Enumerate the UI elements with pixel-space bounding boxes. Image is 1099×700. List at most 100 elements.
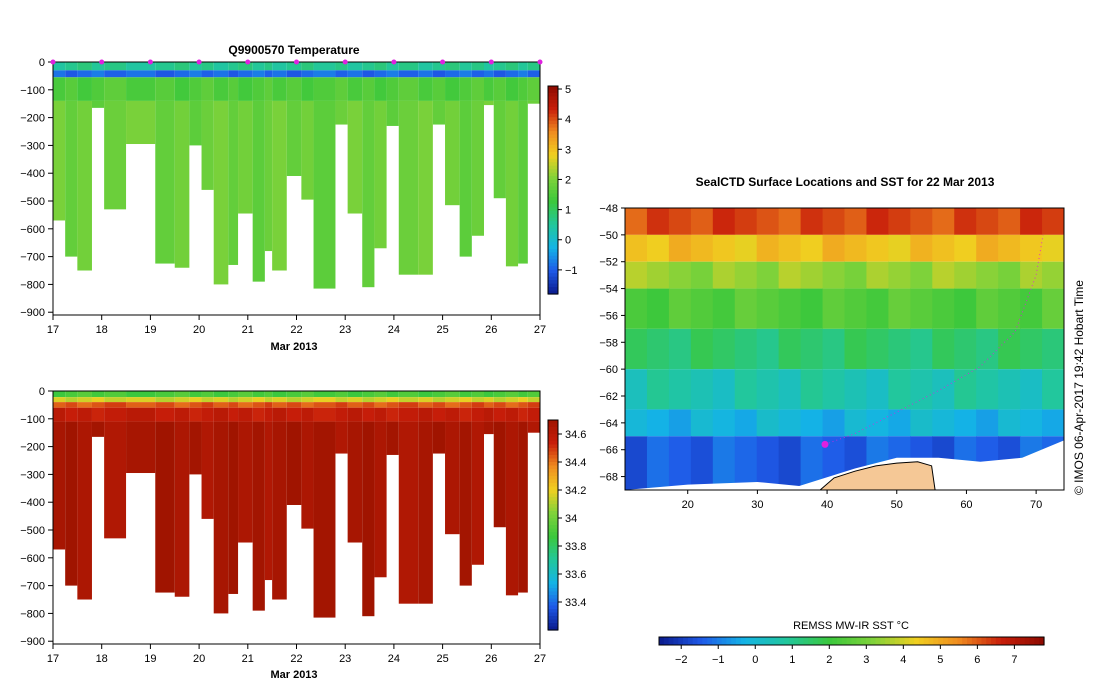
x-tick-label: 22 [290, 653, 302, 665]
sst-cell [932, 261, 955, 289]
colorbar-swatch [548, 507, 558, 512]
colorbar-swatch [548, 262, 558, 267]
sst-cell [690, 288, 714, 329]
x-tick-label: 25 [436, 653, 448, 665]
colorbar-swatch [548, 144, 558, 149]
colorbar-swatch [548, 217, 558, 222]
x-tick-label: 18 [96, 324, 108, 336]
colorbar-tick-label: −1 [712, 654, 725, 666]
sst-cell [844, 288, 867, 329]
colorbar-swatch [548, 287, 558, 292]
profile-cell [518, 100, 528, 264]
profile-cell [483, 100, 494, 106]
profile-cell [518, 421, 528, 593]
salinity-colorbar: 33.4 33.6 33.8 34 34.2 34.4 34.6 [547, 419, 586, 631]
profile-cell [493, 402, 506, 408]
profile-cell [264, 100, 273, 252]
profile-cell [104, 407, 127, 422]
profile-cell [313, 402, 336, 408]
colorbar-swatch [1005, 637, 1011, 645]
colorbar-swatch [548, 518, 558, 523]
sst-map-title: SealCTD Surface Locations and SST for 22… [696, 175, 995, 189]
profile-cell [126, 421, 156, 474]
sst-cell [712, 369, 736, 410]
profile-cell [347, 402, 363, 408]
profile-cell [527, 70, 540, 78]
profile-cell [65, 402, 78, 408]
sst-cell [844, 369, 867, 410]
profile-cell [483, 77, 494, 101]
profile-cell [91, 391, 105, 398]
sst-cell [646, 436, 670, 490]
profile-cell [445, 100, 460, 206]
profile-cell [238, 402, 253, 408]
profile-cell [313, 397, 336, 403]
profile-cell [313, 421, 336, 618]
profile-cell [174, 70, 190, 78]
profile-cell [505, 391, 519, 398]
profile-cell [77, 70, 92, 78]
profile-cell [174, 421, 190, 597]
profile-cell [445, 407, 460, 422]
profile-cell [518, 77, 528, 101]
sst-cell [822, 369, 845, 410]
sst-cell [998, 261, 1021, 289]
salinity-y-ticks: 0 −100 −200 −300 −400 −500 −600 −700 −800 −900 [20, 386, 53, 648]
sst-cell [800, 409, 824, 437]
colorbar-swatch [971, 637, 978, 645]
colorbar-swatch [707, 637, 713, 645]
colorbar-swatch [1034, 637, 1040, 645]
colorbar-swatch [548, 290, 558, 295]
sst-cell [668, 208, 692, 235]
sst-map-area [625, 208, 1065, 491]
colorbar-swatch [548, 203, 558, 208]
profile-cell [471, 402, 484, 408]
sst-cell [734, 369, 758, 410]
x-tick-label: 23 [339, 324, 351, 336]
colorbar-swatch [548, 183, 558, 188]
profile-cell [301, 62, 314, 71]
profile-cell [418, 407, 433, 422]
profile-cell [53, 421, 66, 550]
profile-cell [301, 421, 314, 529]
profile-cell [213, 391, 229, 398]
y-tick-label: −900 [20, 307, 45, 319]
profile-cell [65, 407, 78, 422]
profile-cell [347, 397, 363, 403]
profile-cell [362, 397, 375, 403]
sst-cell [756, 234, 780, 262]
profile-cell [53, 77, 66, 101]
colorbar-swatch [904, 637, 910, 645]
profile-cell [362, 77, 375, 101]
profile-cell [155, 391, 175, 398]
profile-cell [335, 70, 348, 78]
profile-cell [228, 402, 239, 408]
colorbar-swatch [548, 235, 558, 240]
lat-tick-label: −52 [599, 257, 618, 269]
temperature-colorbar: −1 0 1 2 3 4 5 [547, 84, 578, 295]
sst-cell [756, 436, 780, 490]
sst-cell [712, 234, 736, 262]
sst-cell [690, 234, 714, 262]
colorbar-swatch [1029, 637, 1035, 645]
profile-cell [238, 62, 253, 71]
y-tick-label: 0 [39, 386, 45, 398]
sst-cell [625, 328, 648, 370]
x-tick-label: 17 [47, 324, 59, 336]
colorbar-tick-label: 4 [900, 654, 906, 666]
colorbar-tick-label: 5 [565, 84, 571, 96]
y-tick-label: −500 [20, 196, 45, 208]
colorbar-swatch [962, 637, 968, 645]
colorbar-swatch [808, 637, 814, 645]
colorbar-swatch [721, 637, 727, 645]
colorbar-swatch [548, 141, 558, 146]
colorbar-swatch [548, 280, 558, 285]
colorbar-swatch [548, 556, 558, 561]
profile-cell [374, 397, 387, 403]
y-tick-label: −800 [20, 608, 45, 620]
sst-cell [1020, 409, 1043, 437]
profile-cell [347, 70, 363, 78]
colorbar-swatch [1039, 637, 1045, 645]
sst-cell [625, 261, 648, 289]
colorbar-swatch [678, 637, 684, 645]
